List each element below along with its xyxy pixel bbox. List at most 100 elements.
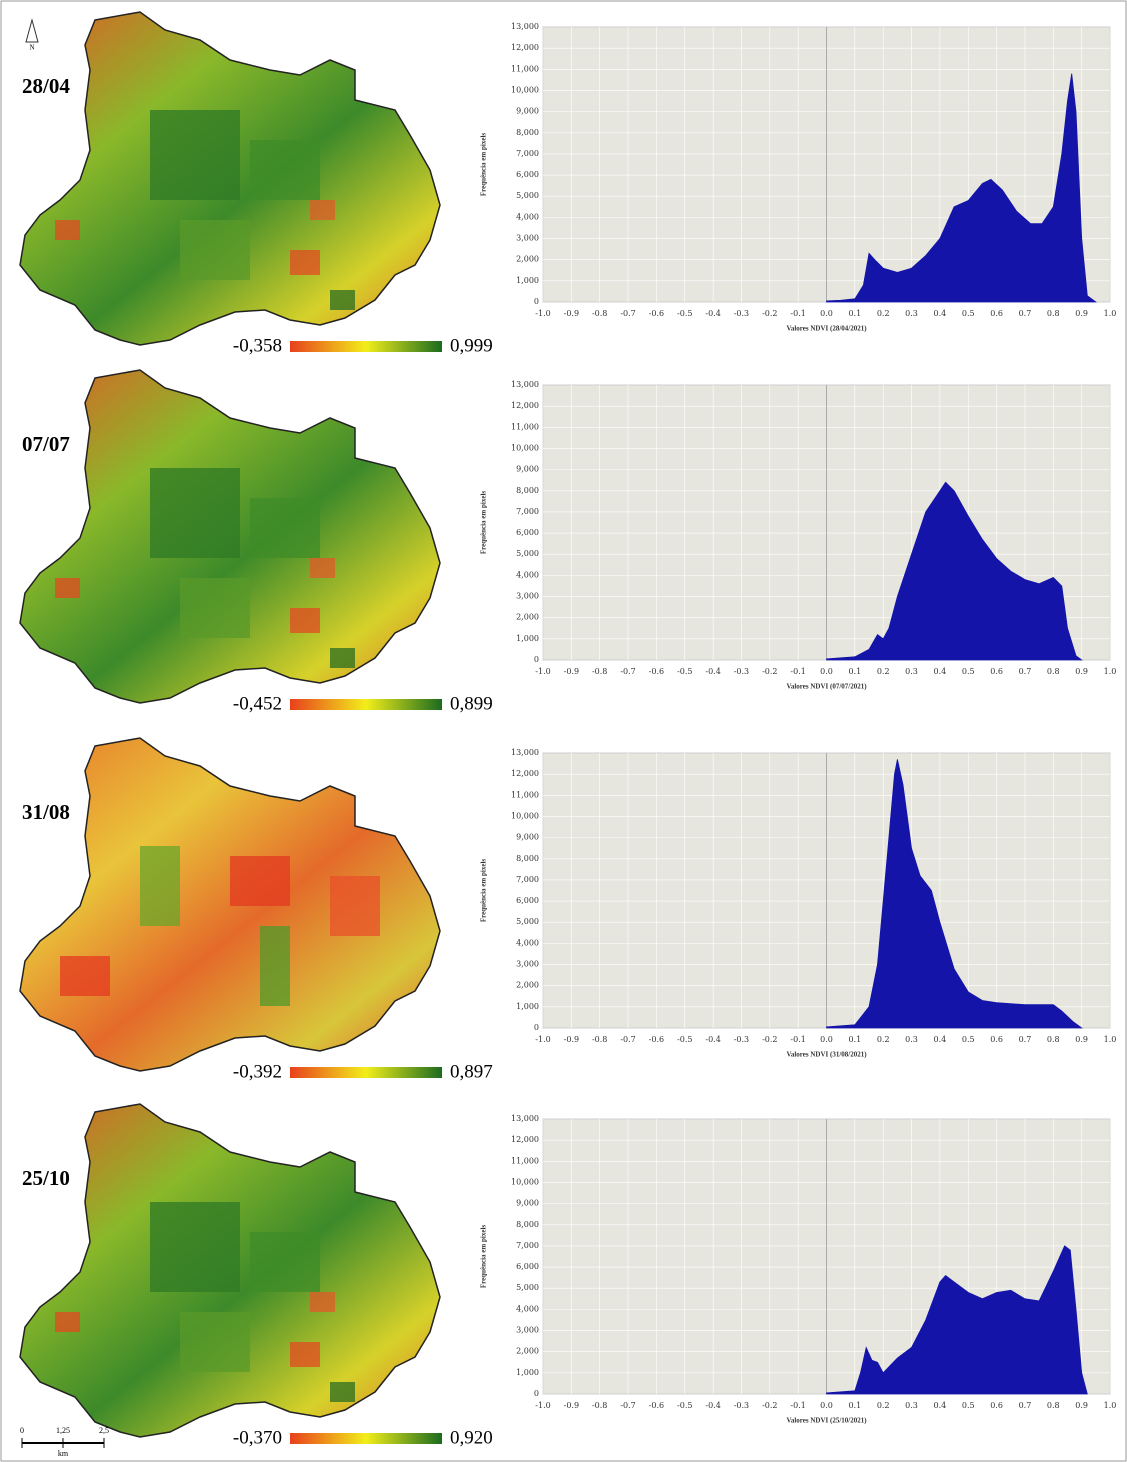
histogram: 0 1,000 2,000 3,000 4,000 5,000 6,000 7,000 8,00… [480,748,1117,1059]
map-patch [55,578,80,598]
scale-label: 1,25 [56,1426,70,1435]
y-tick-label: 13,000 [511,1114,539,1123]
x-tick-label: 0.4 [934,667,947,676]
x-tick-label: 0.9 [1075,667,1088,676]
x-tick-label: 0.2 [877,309,890,318]
y-tick-label: 11,000 [511,64,539,73]
histogram: 0 1,000 2,000 3,000 4,000 5,000 6,000 7,000 8,00… [480,1114,1117,1425]
x-tick-label: 0.5 [962,309,975,318]
y-tick-label: 9,000 [516,465,539,474]
y-tick-label: 1,000 [516,1002,539,1011]
x-tick-label: 0.0 [820,667,833,676]
y-tick-label: 7,000 [516,507,539,516]
y-tick-label: 6,000 [516,170,539,179]
x-tick-label: 0.0 [820,1035,833,1044]
y-tick-label: 5,000 [516,549,539,558]
x-tick-label: -0.4 [705,1035,720,1044]
map-date: 28/04 [22,74,70,98]
y-tick-label: 2,000 [516,613,539,622]
x-tick-label: 0.2 [877,1035,890,1044]
map-patch [250,140,320,200]
y-tick-label: 8,000 [516,128,539,137]
map-patch [330,1382,355,1402]
x-tick-label: 0.1 [848,667,861,676]
x-tick-label: 0.4 [934,309,947,318]
x-tick-label: 0.1 [848,1035,861,1044]
y-tick-label: 10,000 [511,1177,539,1186]
x-axis-label: Valores NDVI (31/08/2021) [786,1051,867,1059]
map-patch [180,1312,250,1372]
y-tick-label: 6,000 [516,896,539,905]
y-tick-label: 2,000 [516,1347,539,1356]
map: 07/07 -0,452 0,899 [19,369,493,714]
y-tick-label: 5,000 [516,1283,539,1292]
y-tick-label: 13,000 [511,380,539,389]
y-tick-label: 4,000 [516,938,539,947]
legend-min: -0,392 [233,1061,282,1082]
y-tick-label: 3,000 [516,1326,539,1335]
map-patch [260,926,290,1006]
x-tick-label: -0.4 [705,309,720,318]
y-tick-label: 8,000 [516,486,539,495]
y-tick-label: 12,000 [511,401,539,410]
scale-label: 0 [20,1426,24,1435]
y-tick-label: 1,000 [516,276,539,285]
y-tick-label: 5,000 [516,917,539,926]
x-tick-label: 0.3 [905,1035,918,1044]
x-tick-label: -0.1 [790,309,805,318]
map-patch [55,220,80,240]
x-tick-label: 0.0 [820,309,833,318]
x-tick-label: -0.3 [734,667,749,676]
x-tick-label: -0.6 [649,309,664,318]
x-tick-label: -0.2 [762,667,777,676]
y-tick-label: 0 [534,1023,539,1032]
y-tick-label: 12,000 [511,1135,539,1144]
legend-min: -0,452 [233,693,282,714]
legend-max: 0,920 [450,1427,493,1448]
y-tick-label: 9,000 [516,833,539,842]
y-tick-label: 12,000 [511,769,539,778]
histogram: 0 1,000 2,000 3,000 4,000 5,000 6,000 7,000 8,00… [480,380,1117,691]
north-arrow [25,18,39,43]
y-tick-label: 12,000 [511,43,539,52]
x-tick-label: -0.8 [592,1401,607,1410]
legend-ramp [290,341,442,352]
x-axis-label: Valores NDVI (25/10/2021) [786,1417,867,1425]
x-tick-label: 1.0 [1104,309,1117,318]
map-patch [150,110,240,200]
x-tick-label: -1.0 [535,1401,550,1410]
y-tick-label: 5,000 [516,191,539,200]
map-patch [150,468,240,558]
x-tick-label: -0.9 [564,1035,579,1044]
x-tick-label: -0.7 [620,1401,635,1410]
x-tick-label: 0.7 [1019,1401,1032,1410]
legend-ramp [290,1433,442,1444]
map-date: 31/08 [22,800,70,824]
x-tick-label: -0.3 [734,1401,749,1410]
y-tick-label: 13,000 [511,22,539,31]
x-tick-label: -0.9 [564,667,579,676]
legend-max: 0,999 [450,335,493,356]
x-tick-label: -1.0 [535,309,550,318]
x-tick-label: 1.0 [1104,1401,1117,1410]
x-tick-label: 0.3 [905,309,918,318]
x-tick-label: 0.9 [1075,1035,1088,1044]
map-patch [55,1312,80,1332]
y-tick-label: 4,000 [516,570,539,579]
y-tick-label: 10,000 [511,443,539,452]
north-label: N [29,44,34,52]
x-axis-label: Valores NDVI (28/04/2021) [786,325,867,333]
y-tick-label: 4,000 [516,1304,539,1313]
map-patch [290,1342,320,1367]
map: 25/10 -0,370 0,920 [19,1103,493,1448]
map-patch [290,250,320,275]
x-tick-label: -0.6 [649,667,664,676]
scale-unit: km [58,1449,69,1458]
x-tick-label: 0.9 [1075,1401,1088,1410]
map-patch [180,220,250,280]
x-tick-label: -0.2 [762,1401,777,1410]
x-tick-label: -0.5 [677,1401,692,1410]
map-patch [310,558,335,578]
x-tick-label: 1.0 [1104,667,1117,676]
